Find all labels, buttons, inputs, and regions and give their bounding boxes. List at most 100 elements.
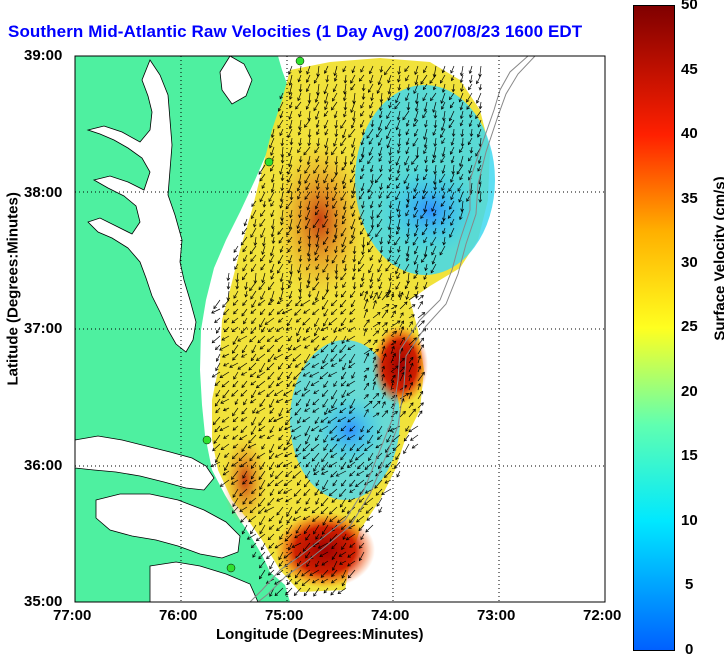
velocity-vector (441, 119, 446, 131)
velocity-vector (312, 407, 320, 413)
velocity-vector (232, 380, 239, 388)
velocity-vector-head (288, 260, 292, 264)
velocity-vector (276, 524, 284, 531)
velocity-vector-head (417, 382, 422, 387)
velocity-vector (351, 164, 356, 173)
velocity-vector (376, 218, 383, 228)
velocity-vector-head (240, 418, 245, 422)
velocity-vector-head (295, 530, 299, 534)
velocity-vector-head (378, 158, 382, 162)
velocity-vector (350, 200, 356, 209)
velocity-vector (389, 155, 392, 164)
velocity-vector-head (285, 473, 289, 477)
velocity-vector (304, 191, 311, 200)
velocity-vector-head (356, 447, 360, 452)
velocity-vector (240, 326, 248, 334)
velocity-vector-head (386, 195, 390, 199)
velocity-vector-head (251, 304, 255, 308)
velocity-vector (369, 254, 374, 261)
velocity-vector-head (258, 492, 263, 497)
velocity-vector (332, 479, 338, 486)
velocity-vector (429, 74, 437, 84)
velocity-vector (254, 236, 257, 246)
velocity-vector (258, 497, 266, 507)
velocity-vector (289, 290, 293, 299)
velocity-vector (372, 412, 380, 418)
velocity-vector-head (459, 79, 464, 84)
velocity-vector-head (306, 71, 310, 75)
velocity-vector (334, 65, 338, 76)
velocity-vector (351, 146, 356, 157)
velocity-vector-head (274, 454, 279, 458)
velocity-vector-head (372, 356, 377, 360)
velocity-vector-head (450, 179, 454, 183)
velocity-vector (348, 569, 356, 579)
velocity-vector-head (447, 215, 452, 219)
velocity-vector-head (341, 167, 345, 171)
velocity-vector-head (449, 206, 453, 210)
velocity-vector-head (269, 259, 273, 264)
velocity-vector-head (467, 141, 472, 146)
velocity-vector-head (293, 592, 298, 597)
velocity-vector (297, 335, 302, 343)
velocity-vector (299, 290, 302, 300)
velocity-vector-head (339, 493, 343, 498)
velocity-vector (387, 254, 392, 262)
velocity-vector-head (232, 503, 236, 508)
velocity-vector-head (360, 104, 364, 109)
velocity-vector-head (442, 230, 446, 235)
velocity-vector-head (322, 224, 326, 228)
velocity-vector (238, 452, 248, 461)
velocity-vector-head (457, 187, 461, 192)
velocity-vector-head (309, 374, 313, 378)
velocity-vector-head (349, 483, 353, 487)
velocity-vector-head (338, 358, 343, 362)
velocity-vector (231, 389, 239, 397)
velocity-vector (266, 389, 275, 397)
velocity-vector-head (284, 399, 289, 404)
velocity-vector (224, 461, 230, 471)
velocity-vector-head (360, 141, 365, 146)
velocity-vector (224, 326, 230, 333)
velocity-vector (287, 371, 293, 379)
velocity-vector (317, 65, 320, 77)
velocity-vector (250, 326, 257, 334)
velocity-vector-head (315, 158, 319, 163)
velocity-vector-head (386, 294, 390, 298)
velocity-vector (379, 110, 383, 118)
velocity-vector-head (415, 155, 420, 159)
velocity-vector-head (298, 70, 303, 74)
velocity-vector-head (252, 410, 256, 414)
velocity-vector-head (346, 392, 350, 396)
velocity-vector (239, 488, 248, 497)
velocity-vector (323, 434, 329, 443)
velocity-vector (405, 425, 410, 432)
velocity-vector-head (297, 195, 301, 200)
velocity-vector (324, 119, 329, 129)
velocity-vector-head (232, 436, 236, 440)
velocity-vector-head (232, 412, 236, 417)
velocity-vector-head (232, 383, 236, 388)
velocity-vector (366, 470, 374, 477)
velocity-vector-head (420, 294, 424, 299)
velocity-vector (243, 398, 248, 405)
velocity-vector (251, 488, 257, 494)
velocity-vector (314, 245, 320, 255)
velocity-vector-head (355, 483, 359, 488)
velocity-vector-head (301, 367, 305, 371)
velocity-vector-head (248, 367, 252, 371)
velocity-vector (341, 443, 347, 452)
velocity-vector-head (424, 124, 428, 128)
velocity-vector-head (377, 81, 382, 86)
velocity-vector (379, 146, 383, 156)
velocity-vector (450, 65, 455, 74)
velocity-vector (450, 146, 455, 155)
velocity-vector (469, 119, 473, 127)
velocity-vector-head (382, 382, 386, 387)
velocity-vector-head (302, 322, 306, 326)
velocity-vector (280, 245, 284, 253)
velocity-vector-head (346, 383, 350, 387)
velocity-vector (274, 587, 284, 596)
velocity-vector-head (268, 518, 272, 522)
velocity-vector-head (352, 250, 357, 255)
